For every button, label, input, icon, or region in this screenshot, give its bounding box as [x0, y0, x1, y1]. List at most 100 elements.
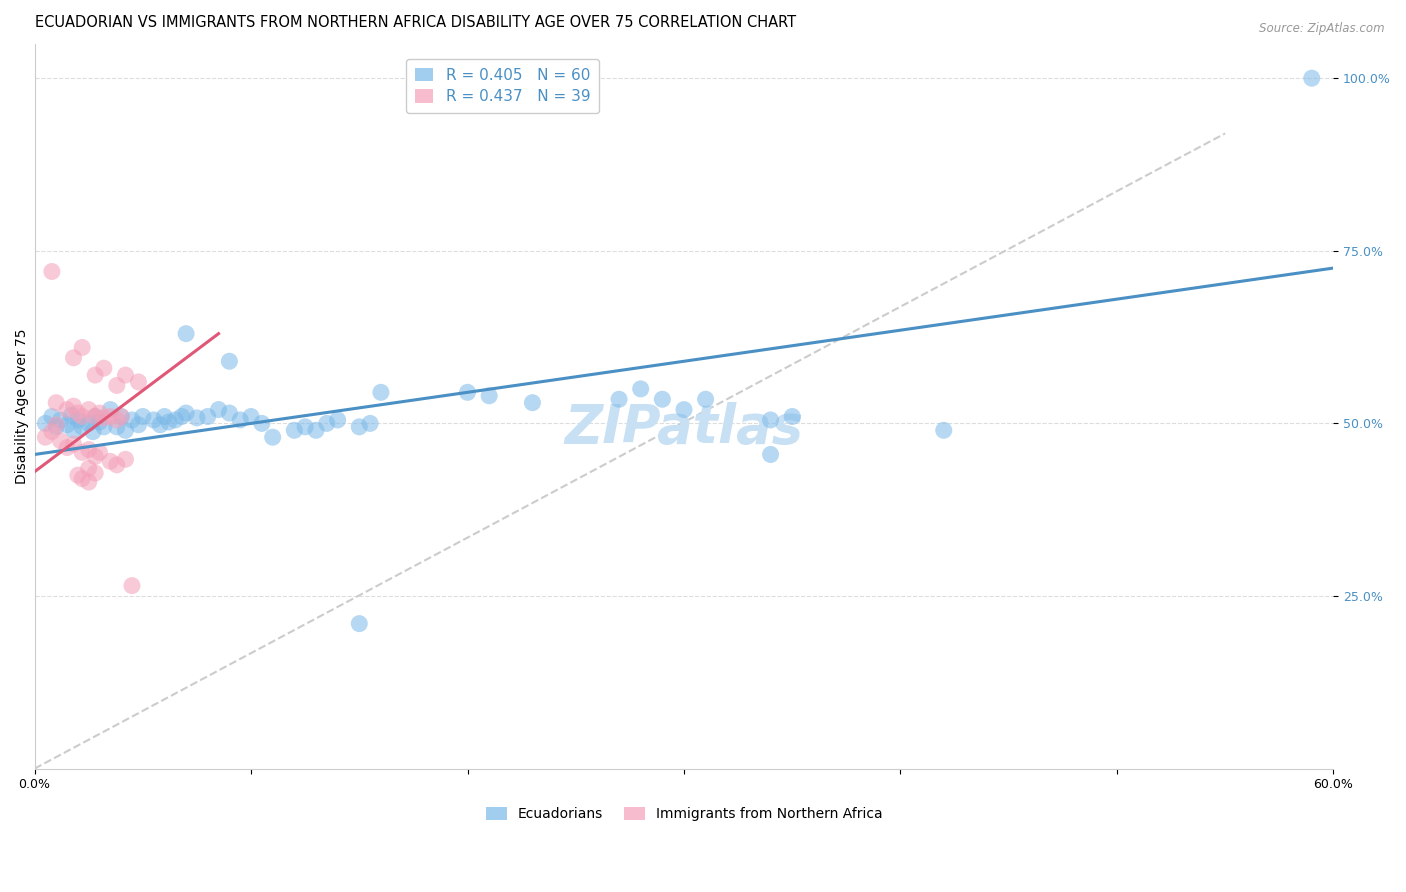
Text: Source: ZipAtlas.com: Source: ZipAtlas.com	[1260, 22, 1385, 36]
Point	[34, 417, 56, 431]
Point	[186, 410, 208, 425]
Point	[45, 395, 67, 409]
Point	[132, 409, 155, 424]
Point	[60, 408, 83, 422]
Point	[66, 468, 89, 483]
Point	[84, 466, 107, 480]
Point	[105, 458, 128, 472]
Point	[49, 434, 72, 448]
Point	[121, 413, 143, 427]
Point	[457, 385, 479, 400]
Point	[77, 442, 100, 457]
Point	[672, 402, 695, 417]
Point	[294, 420, 316, 434]
Point	[932, 423, 955, 437]
Point	[98, 402, 121, 417]
Point	[305, 423, 328, 437]
Point	[349, 420, 371, 434]
Point	[70, 420, 93, 434]
Point	[62, 423, 84, 437]
Point	[105, 420, 128, 434]
Point	[229, 413, 252, 427]
Point	[630, 382, 652, 396]
Point	[174, 406, 197, 420]
Point	[84, 368, 107, 382]
Point	[127, 417, 149, 432]
Point	[165, 413, 187, 427]
Point	[359, 417, 381, 431]
Point	[695, 392, 717, 407]
Point	[89, 406, 111, 420]
Point	[170, 409, 193, 424]
Point	[105, 378, 128, 392]
Y-axis label: Disability Age Over 75: Disability Age Over 75	[15, 328, 30, 483]
Point	[315, 417, 337, 431]
Point	[105, 413, 128, 427]
Point	[478, 389, 501, 403]
Legend: Ecuadorians, Immigrants from Northern Africa: Ecuadorians, Immigrants from Northern Af…	[479, 802, 887, 827]
Point	[84, 409, 107, 424]
Point	[62, 351, 84, 365]
Point	[34, 430, 56, 444]
Point	[45, 420, 67, 434]
Point	[326, 413, 349, 427]
Point	[240, 409, 263, 424]
Point	[77, 402, 100, 417]
Point	[218, 354, 240, 368]
Point	[174, 326, 197, 341]
Point	[41, 409, 63, 424]
Point	[759, 447, 782, 461]
Point	[780, 409, 803, 424]
Point	[41, 264, 63, 278]
Point	[70, 409, 93, 424]
Point	[607, 392, 630, 407]
Point	[114, 423, 136, 437]
Point	[651, 392, 673, 407]
Point	[110, 409, 132, 424]
Point	[77, 475, 100, 489]
Point	[89, 415, 111, 429]
Point	[98, 454, 121, 468]
Point	[759, 413, 782, 427]
Point	[56, 402, 79, 417]
Point	[49, 413, 72, 427]
Point	[93, 410, 115, 425]
Point	[262, 430, 284, 444]
Point	[370, 385, 392, 400]
Point	[197, 409, 219, 424]
Point	[142, 413, 165, 427]
Point	[70, 445, 93, 459]
Point	[114, 368, 136, 382]
Point	[82, 425, 104, 439]
Point	[153, 409, 176, 424]
Point	[93, 420, 115, 434]
Point	[56, 417, 79, 432]
Text: ZIPatlas: ZIPatlas	[564, 402, 804, 454]
Point	[70, 341, 93, 355]
Point	[89, 445, 111, 459]
Point	[45, 417, 67, 432]
Point	[157, 415, 180, 429]
Point	[127, 375, 149, 389]
Point	[84, 409, 107, 424]
Point	[93, 361, 115, 376]
Point	[349, 616, 371, 631]
Point	[62, 399, 84, 413]
Point	[66, 413, 89, 427]
Point	[121, 579, 143, 593]
Point	[84, 450, 107, 464]
Point	[283, 423, 305, 437]
Point	[110, 409, 132, 424]
Point	[56, 441, 79, 455]
Point	[522, 395, 544, 409]
Point	[149, 417, 172, 432]
Point	[77, 461, 100, 475]
Point	[41, 425, 63, 439]
Point	[207, 402, 229, 417]
Point	[98, 409, 121, 424]
Point	[114, 452, 136, 467]
Point	[66, 406, 89, 420]
Point	[218, 406, 240, 420]
Point	[1301, 71, 1323, 86]
Point	[62, 437, 84, 451]
